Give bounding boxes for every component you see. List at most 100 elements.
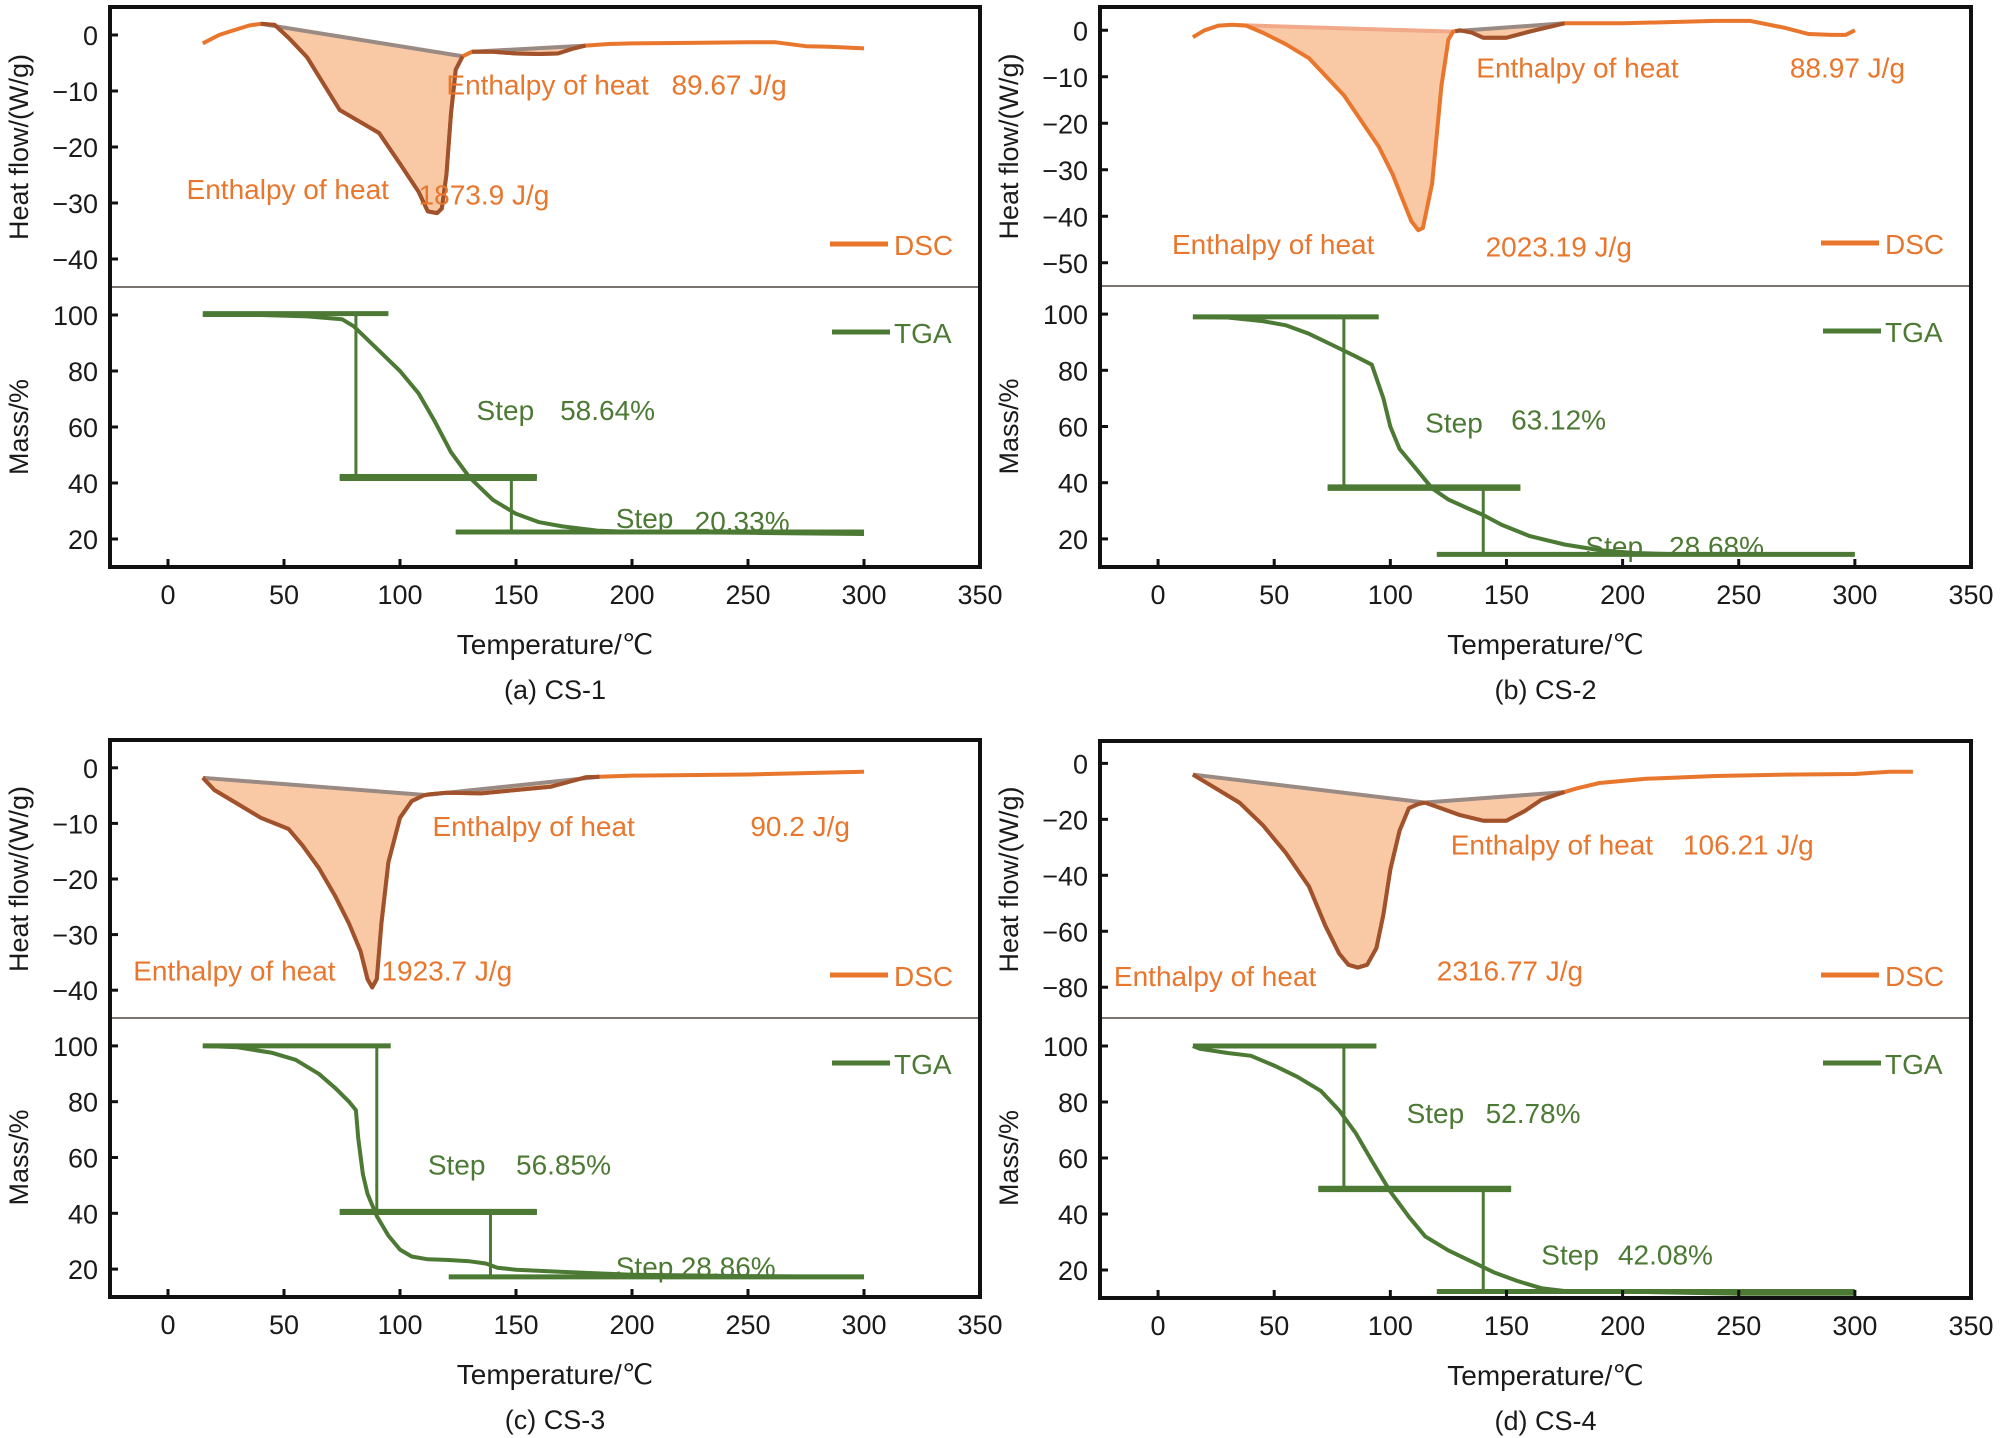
dsc-y-tick-label: −10 — [52, 809, 98, 839]
dsc-y-tick-label: −50 — [1042, 249, 1088, 279]
dsc-y-tick-label: −10 — [52, 77, 98, 107]
dsc-y-tick-label: −60 — [1042, 917, 1088, 947]
legend-dsc-label: DSC — [1885, 961, 1944, 992]
tga-y-axis-title: Mass/% — [4, 379, 34, 475]
tga-y-tick-label: 20 — [1058, 1256, 1088, 1286]
peak-outline-1 — [201, 776, 427, 990]
peak-baseline-1 — [1239, 23, 1454, 34]
dsc-y-tick-label: 0 — [83, 21, 98, 51]
legend-tga-label: TGA — [894, 318, 952, 349]
enthalpy-value: 90.2 J/g — [750, 811, 850, 842]
x-tick-label: 350 — [1948, 1311, 1993, 1341]
tga-curve — [1192, 314, 1716, 557]
tga-curve — [202, 313, 865, 536]
x-tick-label: 0 — [160, 1310, 175, 1340]
panel-b: Step 63.12% Step 28.68% Enthalpy of heat 2023… — [994, 5, 1994, 705]
legend-dsc-label: DSC — [894, 961, 953, 992]
tga-y-tick-label: 20 — [68, 1255, 98, 1285]
enthalpy-value: 88.97 J/g — [1790, 52, 1905, 83]
tga-y-tick-label: 100 — [1043, 1032, 1088, 1062]
dsc-y-tick-label: −30 — [52, 189, 98, 219]
panel-d: Step 52.78% Step 42.08% Enthalpy of heat 2316… — [994, 739, 1994, 1436]
peak-fill-1 — [202, 777, 426, 988]
peak-outline-2 — [471, 43, 587, 56]
step-label: Step — [1407, 1098, 1465, 1129]
x-tick-label: 300 — [841, 580, 886, 610]
dsc-y-tick-label: −20 — [52, 133, 98, 163]
peak-fill-1 — [260, 23, 463, 214]
tga-curve — [1192, 1044, 1855, 1296]
dsc-y-tick-label: 0 — [1073, 749, 1088, 779]
x-tick-label: 100 — [1368, 1311, 1413, 1341]
x-tick-label: 150 — [1484, 1311, 1529, 1341]
enthalpy-label: Enthalpy of heat — [432, 811, 635, 842]
step-value: 42.08% — [1618, 1240, 1713, 1271]
dsc-y-tick-label: −20 — [1042, 109, 1088, 139]
tga-y-axis-title: Mass/% — [994, 1110, 1024, 1206]
step-label: Step — [1425, 407, 1483, 438]
x-tick-label: 100 — [377, 580, 422, 610]
x-tick-label: 100 — [1368, 580, 1413, 610]
dsc-y-tick-label: −10 — [1042, 63, 1088, 93]
tga-y-tick-label: 60 — [68, 413, 98, 443]
tga-y-tick-label: 20 — [1058, 525, 1088, 555]
peak-fill-1 — [1192, 774, 1426, 968]
step-value: 52.78% — [1486, 1098, 1581, 1129]
x-tick-label: 150 — [493, 580, 538, 610]
peak-outline-2 — [1424, 790, 1566, 823]
x-tick-label: 350 — [957, 580, 1002, 610]
peak-outline-1 — [1191, 772, 1426, 970]
tga-y-tick-label: 40 — [1058, 1200, 1088, 1230]
enthalpy-label: Enthalpy of heat — [446, 69, 649, 100]
x-tick-label: 0 — [1151, 1311, 1166, 1341]
x-tick-label: 0 — [1151, 580, 1166, 610]
x-tick-label: 200 — [1600, 1311, 1645, 1341]
x-tick-label: 350 — [957, 1310, 1002, 1340]
tga-y-tick-label: 100 — [1043, 300, 1088, 330]
peak-baseline-1 — [1192, 772, 1426, 805]
plot-frame — [1098, 739, 1973, 1300]
enthalpy-value: 2316.77 J/g — [1437, 955, 1583, 986]
tga-y-tick-label: 100 — [53, 1032, 98, 1062]
dsc-y-tick-label: −40 — [52, 976, 98, 1006]
tga-y-tick-label: 100 — [53, 301, 98, 331]
peak-fill-1 — [1239, 25, 1453, 231]
peak-baseline-1 — [260, 21, 463, 59]
dsc-y-tick-label: −40 — [1042, 861, 1088, 891]
x-tick-label: 250 — [1716, 580, 1761, 610]
dsc-y-axis-title: Heat flow/(W/g) — [994, 53, 1024, 239]
step-value: 28.68% — [1669, 531, 1764, 562]
dsc-y-tick-label: 0 — [1073, 16, 1088, 46]
peak-outline-2 — [1455, 21, 1565, 40]
peak-outline-2 — [425, 774, 600, 797]
enthalpy-label: Enthalpy of heat — [1451, 830, 1654, 861]
enthalpy-value: 106.21 J/g — [1683, 830, 1814, 861]
step-label: Step — [477, 395, 535, 426]
x-tick-label: 300 — [1832, 580, 1877, 610]
x-tick-label: 150 — [493, 1310, 538, 1340]
tga-y-tick-label: 80 — [1058, 1088, 1088, 1118]
dsc-y-tick-label: −80 — [1042, 973, 1088, 1003]
legend-tga-label: TGA — [894, 1049, 952, 1080]
x-tick-label: 250 — [1716, 1311, 1761, 1341]
tga-y-tick-label: 80 — [68, 1088, 98, 1118]
step-label: Step — [428, 1149, 486, 1180]
x-tick-label: 200 — [609, 1310, 654, 1340]
step-label: Step — [616, 503, 674, 534]
x-tick-label: 250 — [725, 580, 770, 610]
dsc-y-tick-label: −20 — [1042, 805, 1088, 835]
x-tick-label: 250 — [725, 1310, 770, 1340]
enthalpy-label: Enthalpy of heat — [133, 956, 336, 987]
peak-baseline-1 — [202, 775, 426, 798]
x-tick-label: 0 — [160, 580, 175, 610]
tga-y-axis-title: Mass/% — [994, 378, 1024, 474]
panel-a: Step 58.64%Step 20.33%Enthalpy of heat 1873… — [4, 5, 1003, 705]
tga-y-tick-label: 60 — [1058, 413, 1088, 443]
x-axis-title: Temperature/℃ — [457, 1359, 653, 1390]
panel-caption: (a) CS-1 — [504, 675, 606, 705]
legend-tga-label: TGA — [1885, 317, 1943, 348]
dsc-y-tick-label: −20 — [52, 865, 98, 895]
peak-baseline-2 — [1455, 21, 1565, 34]
x-tick-label: 200 — [609, 580, 654, 610]
x-tick-label: 50 — [269, 580, 299, 610]
